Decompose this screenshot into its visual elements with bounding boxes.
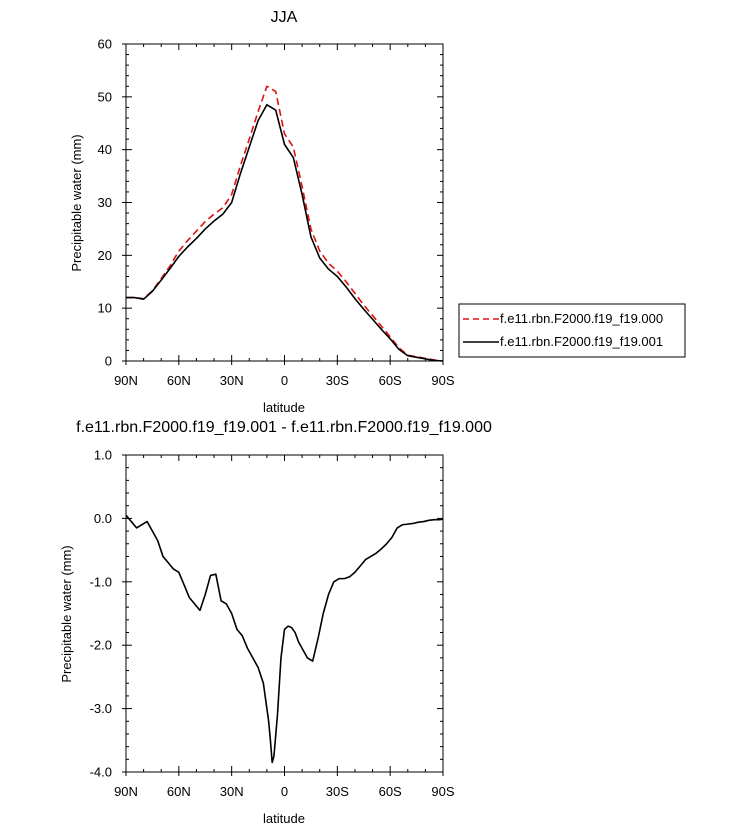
- bottom-y-tick-label: 0.0: [94, 511, 112, 526]
- top-x-axis-label: latitude: [263, 400, 305, 415]
- top-series-line-1: [126, 103, 444, 362]
- top-y-tick-label: 30: [98, 195, 112, 210]
- legend-label-series-001: f.e11.rbn.F2000.f19_f19.001: [500, 334, 663, 349]
- top-y-tick-label: 0: [105, 354, 112, 369]
- top-y-tick-label: 40: [98, 142, 112, 157]
- top-x-tick-label: 30N: [220, 373, 244, 388]
- top-y-axis-label: Precipitable water (mm): [69, 134, 84, 271]
- top-y-tick-label: 50: [98, 89, 112, 104]
- bottom-plot-area: 90N 60N 30N 0 30S 60S 90S 1.0 0.0 -1.0 -2.0 -3.0 -4.…: [90, 448, 455, 800]
- top-y-tick-label: 10: [98, 301, 112, 316]
- bottom-y-axis-label: Precipitable water (mm): [59, 545, 74, 682]
- top-x-tick-label: 30S: [326, 373, 349, 388]
- bottom-y-tick-label: -4.0: [90, 765, 112, 780]
- top-plot-frame: [125, 43, 444, 362]
- bottom-x-tick-label: 30N: [220, 784, 244, 799]
- top-y-tick-label: 60: [98, 37, 112, 52]
- top-y-tick-label: 20: [98, 248, 112, 263]
- bottom-y-tick-label: -1.0: [90, 574, 112, 589]
- bottom-x-tick-label: 0: [281, 784, 288, 799]
- bottom-series-line-0: [125, 514, 444, 764]
- top-x-tick-label: 0: [281, 373, 288, 388]
- bottom-y-tick-label: 1.0: [94, 448, 112, 463]
- legend: f.e11.rbn.F2000.f19_f19.000 f.e11.rbn.F2…: [458, 303, 686, 358]
- top-x-tick-label: 90N: [114, 373, 138, 388]
- bottom-x-tick-label: 60N: [167, 784, 191, 799]
- top-plot-area: 90N 60N 30N 0 30S 60S 90S 0 10 20 30 40 50 60: [98, 37, 455, 389]
- legend-label-series-000: f.e11.rbn.F2000.f19_f19.000: [500, 311, 663, 326]
- top-x-tick-label: 60N: [167, 373, 191, 388]
- top-x-tick-label: 90S: [431, 373, 454, 388]
- bottom-chart-title: f.e11.rbn.F2000.f19_f19.001 - f.e11.rbn.…: [76, 419, 492, 436]
- legend-box: [458, 303, 686, 358]
- bottom-x-tick-label: 90N: [114, 784, 138, 799]
- bottom-x-tick-label: 30S: [326, 784, 349, 799]
- top-series-line-0: [126, 85, 444, 362]
- top-x-tick-label: 60S: [379, 373, 402, 388]
- top-chart-title: JJA: [271, 9, 298, 26]
- bottom-x-tick-label: 90S: [431, 784, 454, 799]
- bottom-plot-frame: [125, 454, 444, 773]
- bottom-x-tick-label: 60S: [379, 784, 402, 799]
- bottom-x-axis-label: latitude: [263, 811, 305, 826]
- bottom-y-tick-label: -3.0: [90, 701, 112, 716]
- bottom-y-tick-label: -2.0: [90, 638, 112, 653]
